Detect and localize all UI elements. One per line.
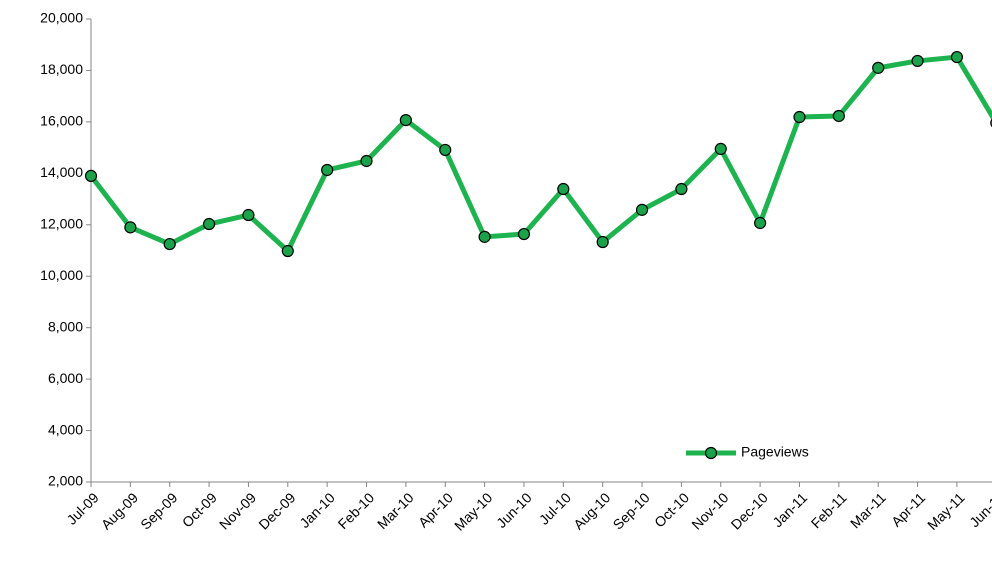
marker (202, 217, 216, 231)
x-tick-label: Nov-09 (216, 489, 259, 532)
marker (360, 154, 373, 168)
marker (399, 113, 412, 127)
x-tick-label: Aug-10 (570, 489, 613, 532)
x-tick-label: Jun-11 (966, 489, 992, 530)
y-tick-label: 12,000 (40, 215, 83, 231)
y-tick-label: 8,000 (48, 318, 83, 334)
marker (478, 230, 491, 243)
x-tick-label: Jul-09 (63, 489, 101, 527)
x-tick-label: Dec-10 (728, 489, 771, 532)
x-tick-label: Nov-10 (688, 489, 731, 532)
marker (439, 143, 452, 157)
x-tick-label: Dec-09 (255, 489, 298, 532)
y-tick-label: 18,000 (40, 61, 83, 77)
marker (872, 61, 885, 74)
x-tick-label: Feb-11 (808, 489, 850, 531)
marker (84, 169, 98, 183)
x-tick-label: Mar-10 (374, 489, 417, 532)
marker (242, 208, 255, 222)
legend-label: Pageviews (741, 444, 809, 460)
line (89, 54, 992, 254)
marker (517, 227, 531, 241)
x-tick-label: Jul-10 (536, 489, 574, 527)
marker (321, 163, 334, 177)
y-tick-label: 20,000 (40, 10, 83, 26)
marker (557, 182, 570, 196)
marker (793, 110, 806, 124)
y-tick-label: 16,000 (40, 113, 83, 129)
x-tick-label: May-10 (451, 489, 495, 533)
y-tick-label: 2,000 (48, 473, 83, 489)
marker (163, 237, 176, 251)
x-tick-label: May-11 (924, 489, 968, 533)
x-tick-label: Aug-09 (98, 489, 141, 532)
marker (635, 203, 649, 216)
x-tick-label: Jan-10 (296, 489, 338, 531)
legend-marker (704, 446, 718, 460)
y-tick-label: 4,000 (48, 421, 83, 437)
marker (124, 221, 137, 234)
marker (675, 182, 688, 196)
marker (596, 235, 609, 249)
x-tick-label: Sep-10 (610, 489, 653, 532)
x-tick-label: Sep-09 (137, 489, 180, 532)
y-tick-label: 10,000 (40, 267, 83, 283)
x-tick-label: Oct-10 (651, 489, 692, 530)
marker (754, 216, 767, 230)
x-tick-label: Mar-11 (847, 489, 889, 531)
x-tick-label: Feb-10 (335, 489, 378, 532)
y-tick-label: 6,000 (48, 370, 83, 386)
marker (950, 50, 964, 64)
x-tick-label: Apr-11 (888, 489, 928, 529)
marker (714, 142, 727, 155)
marker (911, 54, 924, 68)
marker (832, 109, 845, 123)
x-tick-label: Apr-10 (415, 489, 456, 530)
x-tick-label: Jun-10 (493, 489, 535, 531)
y-tick-label: 14,000 (40, 164, 83, 180)
x-tick-label: Oct-09 (179, 489, 220, 530)
x-tick-label: Jan-11 (769, 489, 810, 530)
marker (281, 244, 294, 258)
